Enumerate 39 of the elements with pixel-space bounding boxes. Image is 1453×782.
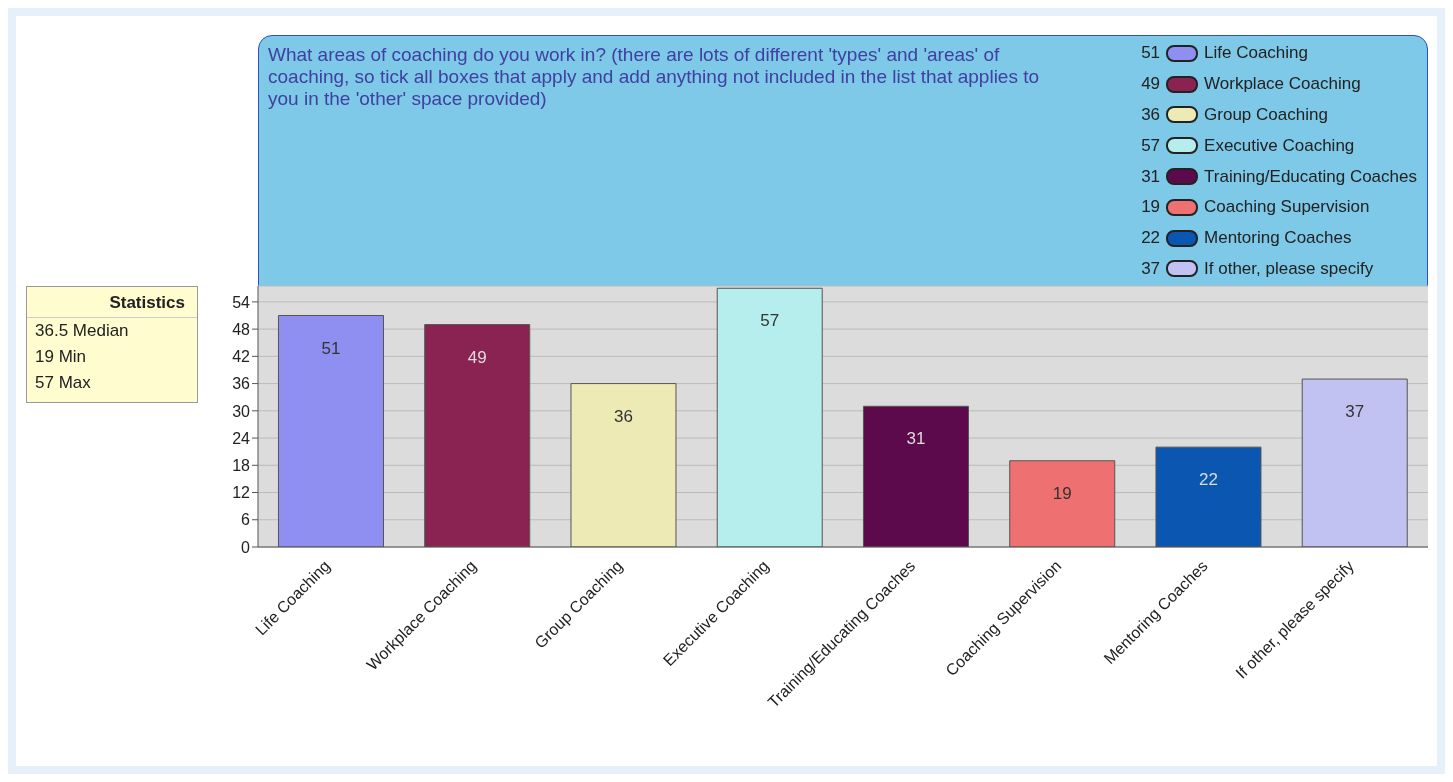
legend-label: Group Coaching [1204,104,1328,125]
text: 36.5 Median [34,320,130,342]
y-tick-label: 12 [232,484,251,502]
legend-label: Coaching Supervision [1204,197,1370,218]
data-label: 49 [467,347,487,367]
legend-label: Workplace Coaching [1204,74,1361,95]
chart-title: What areas of coaching do you work in? (there are lots of different 'types' and 'areas' of coaching, so tick all boxes that apply and add anything not included in the list that applies to you in the 'other' space provided) [268,44,1041,110]
data-label: 31 [906,429,926,449]
text: 19 [1140,197,1161,218]
text: Statistics [27,287,197,318]
y-tick-label: 18 [232,456,251,474]
y-tick-label: 36 [232,375,251,393]
data-label: 19 [1052,483,1072,503]
text: 51 [1140,43,1161,64]
data-label: 37 [1345,402,1365,422]
y-tick-label: 0 [241,538,251,556]
text: 31 [1140,166,1161,187]
legend-label: If other, please specify [1204,258,1374,279]
text: 37 [1140,258,1161,279]
text: 19 Min [34,346,88,368]
text: 57 [1140,135,1161,156]
data-label: 57 [760,311,780,331]
legend-label: Executive Coaching [1204,135,1355,156]
text: 22 [1140,228,1161,249]
y-tick-label: 6 [241,511,251,529]
data-label: 51 [321,338,341,358]
legend-label: Life Coaching [1204,43,1309,64]
y-tick-label: 42 [232,348,251,366]
legend-label: Mentoring Coaches [1204,228,1352,249]
y-tick-label: 30 [232,402,251,420]
text: 49 [1140,74,1161,95]
data-label: 36 [614,406,633,426]
text: 57 Max [34,372,92,394]
legend-label: Training/Educating Coaches [1204,166,1417,187]
data-label: 22 [1199,470,1218,490]
y-tick-label: 54 [232,293,251,311]
text: 36 [1140,104,1161,125]
y-tick-label: 48 [232,320,251,338]
y-tick-label: 24 [232,429,251,447]
